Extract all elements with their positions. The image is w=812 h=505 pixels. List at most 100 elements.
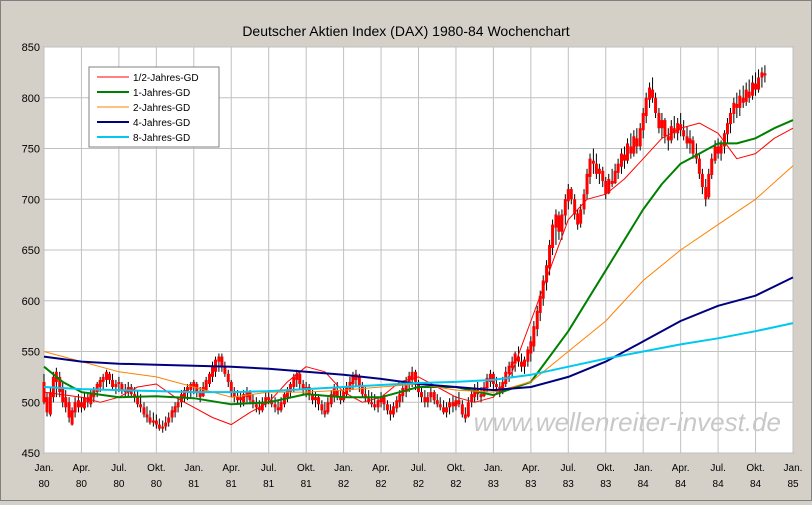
price-bar [513,351,517,372]
price-bar [217,353,221,372]
price-bar-body [373,404,377,408]
price-bar [157,418,161,431]
price-bar [363,387,367,403]
price-bar-body [488,373,492,382]
x-tick-month: Okt. [297,463,315,474]
price-bar-body [342,392,346,401]
price-bar-body [157,424,161,429]
price-bar-body [292,376,296,388]
price-bar-body [429,392,433,398]
price-bar-body [220,356,224,367]
price-bar-body [732,102,736,114]
price-bar-body [404,381,408,393]
price-bar [688,130,692,154]
price-bar [510,356,514,377]
price-bar-body [697,158,701,174]
price-bar [682,120,686,141]
price-bar-body [82,397,86,409]
price-bar [625,138,629,164]
price-bar-body [470,394,474,403]
price-bar [632,130,636,157]
price-bar-body [691,140,695,154]
x-tick-year: 81 [226,479,238,490]
price-bar [557,211,561,240]
price-bar [663,118,667,144]
price-bar [161,420,165,433]
x-tick-year: 80 [76,479,88,490]
price-bar-body [738,95,742,108]
price-bar [457,392,461,408]
x-tick-year: 82 [413,479,425,490]
price-bar [82,392,86,411]
x-tick-year: 80 [113,479,125,490]
price-bar [391,402,395,418]
price-bar-body [391,406,395,415]
price-bar-body [45,397,49,413]
x-tick-month: Okt. [746,463,764,474]
price-bar [114,379,118,395]
price-bar-body [757,77,761,90]
price-bar-body [108,373,112,380]
price-bar-body [307,387,311,395]
price-bar-body [760,72,764,78]
price-bar [182,387,186,403]
price-bar-body [485,377,489,389]
price-bar-body [579,209,583,224]
legend-label: 4-Jahres-GD [133,118,190,129]
price-bar [707,168,711,200]
price-bar [757,69,761,93]
price-bar-body [432,392,436,401]
x-tick-month: Jul. [261,463,277,474]
price-bar-body [663,120,667,137]
price-bar [676,118,680,141]
price-bar [376,397,380,413]
price-bar [654,92,658,119]
price-bar-body [173,406,177,413]
price-bar-body [479,394,483,398]
price-bar [298,371,302,391]
price-bar [108,371,112,384]
price-bar-body [298,373,302,384]
price-bar [488,369,492,388]
price-bar [360,381,364,398]
price-bar-body [700,173,704,188]
price-bar-body [557,215,561,232]
price-bar-body [516,356,520,362]
price-bar-body [638,128,642,147]
price-bar-body [70,410,74,425]
price-bar [604,176,608,200]
price-bar [657,107,661,134]
price-bar-body [301,383,305,391]
price-bar-body [273,404,277,408]
price-bar-body [529,341,533,354]
y-tick-label: 550 [22,347,40,359]
price-bar [326,397,330,415]
price-bar [526,346,530,367]
price-bar-body [276,407,280,411]
price-bar-body [538,295,542,313]
price-bar [317,394,321,411]
price-bar [136,390,140,408]
price-bar-body [535,310,539,330]
price-bar-body [522,359,526,367]
price-bar [451,396,455,413]
price-bar-body [554,214,558,228]
price-bar [732,97,736,124]
price-bar-body [635,138,639,147]
price-bar-body [513,353,517,364]
price-bar [323,402,327,418]
price-bar [176,397,180,413]
price-bar [145,406,149,423]
x-tick-year: 84 [750,479,762,490]
price-bar-body [566,189,570,202]
x-tick-month: Apr. [522,463,540,474]
price-bar-body [744,89,748,102]
legend-label: 2-Jahres-GD [133,103,190,114]
price-bar [754,72,758,96]
price-bar-body [79,402,83,408]
price-bar [379,392,383,408]
x-tick-month: Jan. [784,463,803,474]
watermark: www.wellenreiter-invest.de [474,407,781,437]
price-bar-body [560,214,564,232]
price-bar [679,112,683,137]
